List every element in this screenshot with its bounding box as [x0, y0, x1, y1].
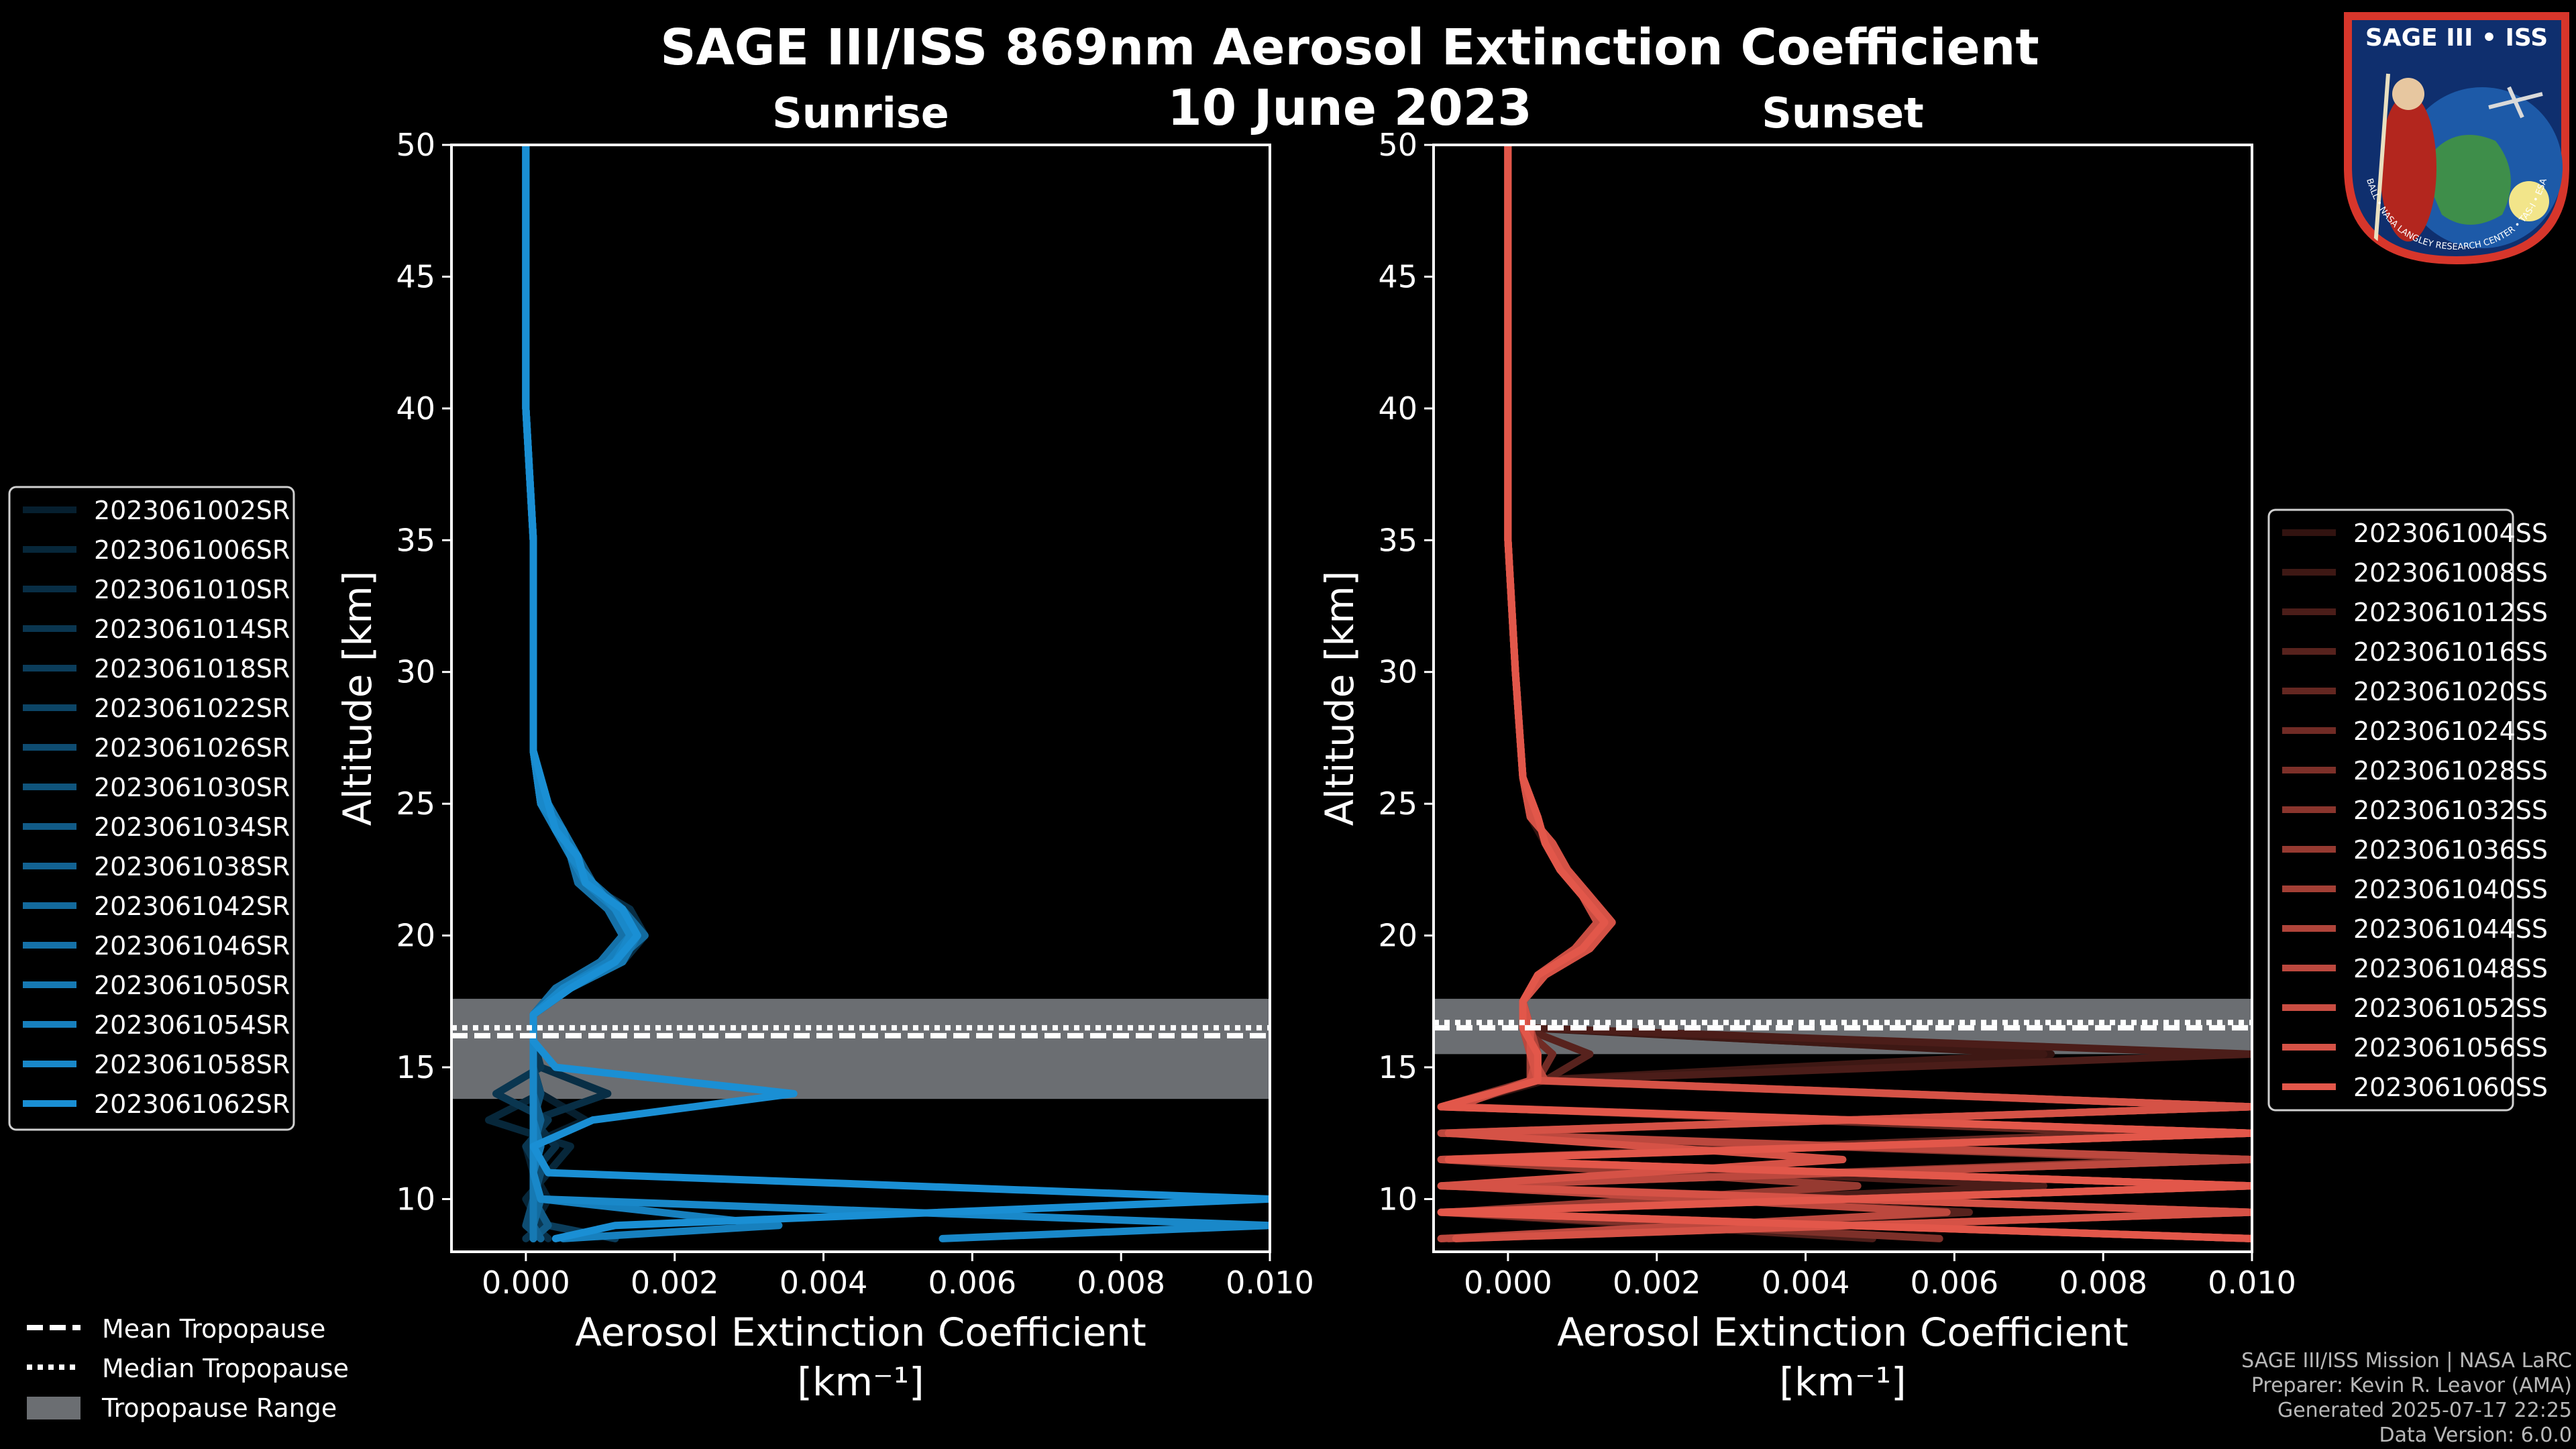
y-tick-label: 10	[1378, 1181, 1417, 1217]
legend-entry: 2023061002SR	[94, 496, 290, 525]
legend-entry: 2023061006SR	[94, 535, 290, 565]
sunrise-panel: 10 15 20 25 30 35 40 45 50 0.000 0.002 0.004 0.006 0.…	[8, 89, 1314, 1405]
legend-entry: 2023061028SS	[2353, 756, 2548, 786]
x-tick-label: 0.004	[1762, 1265, 1850, 1301]
tropopause-range-swatch	[27, 1397, 80, 1419]
legend-entry: 2023061060SS	[2353, 1073, 2548, 1102]
y-tick-label: 50	[396, 127, 435, 163]
y-tick-label: 45	[396, 258, 435, 294]
footer: SAGE III/ISS Mission | NASA LaRC Prepare…	[2241, 1349, 2572, 1447]
plot-area	[1434, 145, 2252, 1252]
legend-entry: 2023061042SR	[94, 892, 290, 921]
profile-line-2023061062SR	[522, 145, 1270, 1242]
y-tick-label: 25	[396, 786, 435, 822]
median-tropopause-label: Median Tropopause	[102, 1354, 349, 1383]
logo-text: SAGE III • ISS	[2365, 24, 2548, 52]
legend-entry: 2023061036SS	[2353, 835, 2548, 865]
profile-lines	[485, 145, 1270, 1242]
y-tick-label: 20	[396, 918, 435, 954]
plot-frame	[1432, 144, 2253, 1253]
x-tick-label: 0.006	[1911, 1265, 1999, 1301]
y-tick-label: 15	[396, 1049, 435, 1085]
y-tick-label: 30	[1378, 654, 1417, 690]
y-tick-label: 40	[396, 390, 435, 427]
x-tick-label: 0.008	[2059, 1265, 2147, 1301]
legend-entry: 2023061054SR	[94, 1010, 290, 1040]
plot-frame	[450, 144, 1271, 1253]
footer-data-version: Data Version: 6.0.0	[2379, 1424, 2572, 1447]
y-axis-label: Altitude [km]	[335, 571, 380, 826]
y-tick-label: 50	[1378, 127, 1417, 163]
panel-title: Sunrise	[772, 89, 949, 138]
profile-line-2023061060SS	[1437, 145, 2252, 1242]
y-tick-label: 35	[396, 522, 435, 558]
legend-entry: 2023061034SR	[94, 812, 290, 842]
tropopause-legend: Mean Tropopause Median Tropopause Tropop…	[27, 1314, 349, 1423]
legend-entry: 2023061040SS	[2353, 875, 2548, 904]
figure-title-line2: 10 June 2023	[1167, 79, 1532, 137]
legend-entry: 2023061058SR	[94, 1050, 290, 1079]
legend-entry: 2023061050SR	[94, 971, 290, 1000]
legend-frame	[8, 486, 295, 1131]
legend-entry: 2023061008SS	[2353, 558, 2548, 588]
legend-entry: 2023061030SR	[94, 773, 290, 802]
x-tick-label: 0.010	[2208, 1265, 2296, 1301]
x-tick-label: 0.002	[631, 1265, 719, 1301]
legend-entry: 2023061014SR	[94, 614, 290, 644]
legend-entry: 2023061044SS	[2353, 914, 2548, 944]
sunrise-legend: 2023061002SR 2023061006SR 2023061010SR 2023…	[8, 486, 295, 1131]
x-axis-label: Aerosol Extinction Coefficient	[1557, 1309, 2129, 1355]
y-axis-label: Altitude [km]	[1317, 571, 1362, 826]
x-axis-units: [km⁻¹]	[1779, 1359, 1906, 1405]
sage-iss-logo: SAGE III • ISS BALL • NASA LANGLEY RESEA…	[2344, 12, 2569, 264]
legend-entry: 2023061038SR	[94, 852, 290, 881]
x-tick-label: 0.002	[1613, 1265, 1701, 1301]
y-tick-label: 30	[396, 654, 435, 690]
legend-entry: 2023061018SR	[94, 654, 290, 684]
figure-title-line1: SAGE III/ISS 869nm Aerosol Extinction Co…	[660, 19, 2039, 76]
footer-preparer: Preparer: Kevin R. Leavor (AMA)	[2251, 1374, 2572, 1397]
x-tick-label: 0.010	[1226, 1265, 1314, 1301]
x-tick-label: 0.004	[780, 1265, 868, 1301]
y-tick-label: 10	[396, 1181, 435, 1217]
legend-entry: 2023061024SS	[2353, 716, 2548, 746]
legend-entry: 2023061026SR	[94, 733, 290, 763]
mean-tropopause-label: Mean Tropopause	[102, 1314, 325, 1344]
footer-generated: Generated 2025-07-17 22:25	[2277, 1399, 2572, 1422]
x-tick-label: 0.008	[1077, 1265, 1165, 1301]
x-axis-label: Aerosol Extinction Coefficient	[575, 1309, 1146, 1355]
legend-entry: 2023061010SR	[94, 575, 290, 604]
y-tick-label: 35	[1378, 522, 1417, 558]
legend-entry: 2023061046SR	[94, 931, 290, 961]
sunset-panel: 10 15 20 25 30 35 40 45 50 0.000 0.002 0.004 0.006 0.…	[1317, 89, 2548, 1405]
legend-entry: 2023061012SS	[2353, 598, 2548, 627]
y-tick-label: 25	[1378, 786, 1417, 822]
sunset-legend: 2023061004SS 2023061008SS 2023061012SS 2023…	[2267, 508, 2548, 1112]
y-tick-label: 45	[1378, 258, 1417, 294]
legend-entry: 2023061016SS	[2353, 637, 2548, 667]
y-tick-label: 20	[1378, 918, 1417, 954]
profile-lines	[1437, 145, 2252, 1242]
legend-entry: 2023061022SR	[94, 694, 290, 723]
legend-entry: 2023061052SS	[2353, 994, 2548, 1023]
legend-entry: 2023061032SS	[2353, 796, 2548, 825]
y-tick-label: 40	[1378, 390, 1417, 427]
legend-entry: 2023061056SS	[2353, 1033, 2548, 1063]
legend-entry: 2023061048SS	[2353, 954, 2548, 983]
x-tick-label: 0.006	[928, 1265, 1017, 1301]
tropopause-range-label: Tropopause Range	[101, 1393, 337, 1423]
x-axis-units: [km⁻¹]	[797, 1359, 924, 1405]
footer-mission: SAGE III/ISS Mission | NASA LaRC	[2241, 1349, 2572, 1373]
panel-title: Sunset	[1762, 89, 1924, 138]
legend-frame	[2267, 508, 2514, 1112]
y-tick-label: 15	[1378, 1049, 1417, 1085]
legend-entry: 2023061004SS	[2353, 519, 2548, 548]
legend-entry: 2023061062SR	[94, 1089, 290, 1119]
legend-entry: 2023061020SS	[2353, 677, 2548, 706]
x-tick-label: 0.000	[1464, 1265, 1552, 1301]
x-tick-label: 0.000	[482, 1265, 570, 1301]
